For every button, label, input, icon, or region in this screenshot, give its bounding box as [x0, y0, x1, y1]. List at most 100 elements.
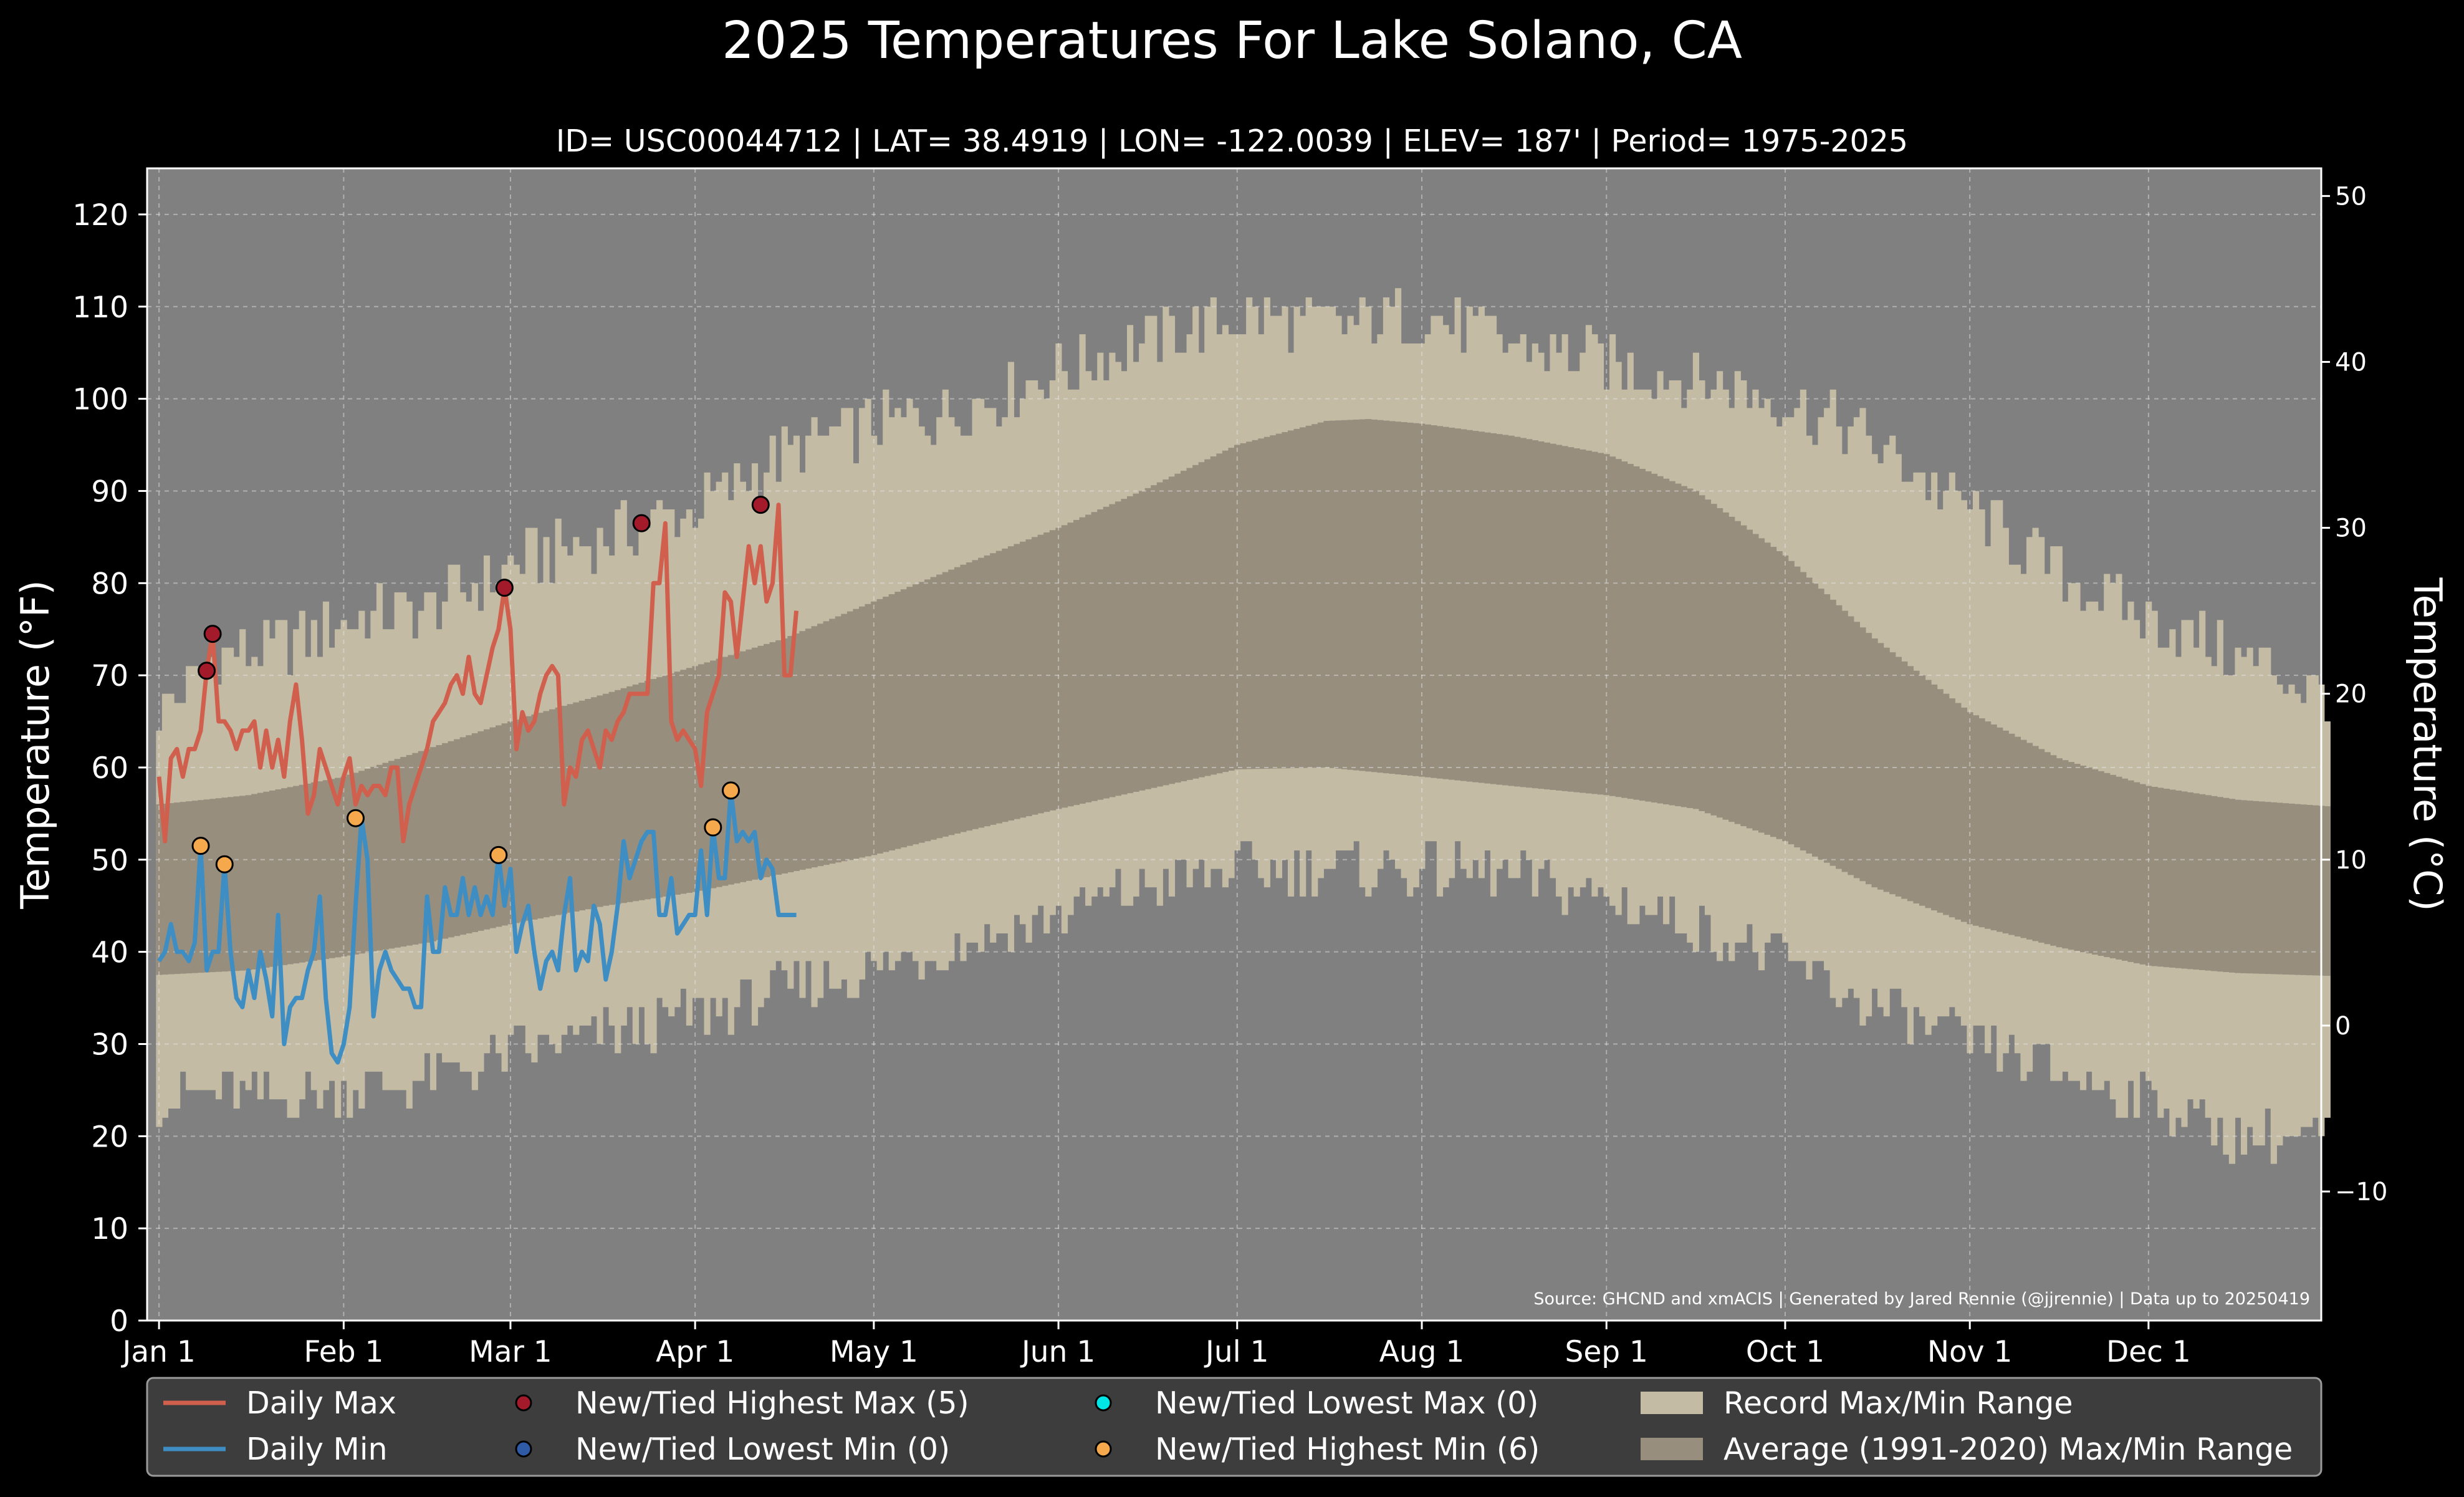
average-bar	[775, 640, 782, 875]
y-tick-label-left: 40	[91, 936, 128, 970]
y-tick-label-left: 110	[72, 291, 128, 325]
y-tick-label-right: 40	[2335, 348, 2367, 377]
average-bar	[1901, 661, 1908, 899]
y-tick-label-left: 70	[91, 659, 128, 693]
average-bar	[1669, 481, 1675, 806]
average-bar	[281, 788, 288, 965]
legend-dot-swatch	[515, 1440, 532, 1458]
chart-subtitle: ID= USC00044712 | LAT= 38.4919 | LON= -1…	[555, 123, 1909, 159]
legend-label: Daily Max	[246, 1385, 396, 1421]
average-bar	[228, 797, 234, 971]
average-bar	[2050, 755, 2057, 946]
x-tick-label: Dec 1	[2106, 1335, 2191, 1369]
average-bar	[436, 745, 443, 940]
average-bar	[805, 628, 812, 869]
average-bar	[1704, 499, 1712, 814]
average-bar	[161, 804, 169, 975]
average-bar	[888, 594, 895, 851]
average-bar	[1514, 436, 1521, 787]
average-bar	[1115, 501, 1122, 796]
average-bar	[2175, 790, 2182, 968]
average-bar	[626, 686, 633, 902]
average-bar	[1133, 493, 1139, 792]
average-bar	[477, 731, 484, 931]
average-bar	[2116, 776, 2122, 960]
average-bar	[1460, 429, 1467, 781]
average-bar	[1955, 703, 1962, 920]
average-bar	[191, 801, 198, 973]
y-tick-label-right: 50	[2335, 182, 2367, 211]
average-bar	[1007, 546, 1015, 821]
average-bar	[531, 714, 538, 920]
average-bar	[1389, 421, 1396, 774]
average-bar	[716, 658, 722, 887]
average-bar	[400, 757, 407, 947]
x-tick-label: Oct 1	[1746, 1335, 1824, 1369]
average-bar	[1353, 419, 1360, 771]
average-bar	[543, 711, 550, 918]
average-bar	[1424, 424, 1431, 777]
average-bar	[233, 796, 240, 971]
average-bar	[1687, 488, 1694, 809]
average-bar	[1811, 583, 1819, 857]
y-axis-left: 0 10 20 30 40 50 60 70 80 90 100 110 120	[72, 198, 147, 1339]
average-bar	[2276, 802, 2283, 975]
average-bar	[829, 619, 836, 864]
average-bar	[2270, 802, 2277, 975]
average-bar	[865, 604, 871, 857]
average-bar	[1073, 519, 1080, 806]
average-bar	[823, 621, 830, 865]
x-tick-label: Apr 1	[656, 1335, 734, 1369]
average-bar	[2086, 767, 2092, 954]
average-bar	[358, 771, 365, 954]
average-bar	[1877, 643, 1884, 890]
average-bar	[340, 776, 347, 957]
average-bar	[454, 739, 461, 936]
average-bar	[406, 754, 413, 946]
average-bar	[835, 616, 841, 863]
average-bar	[1234, 445, 1241, 769]
average-bar	[1526, 439, 1533, 788]
average-bar	[1967, 712, 1973, 925]
average-bar	[1329, 420, 1336, 768]
average-bar	[1663, 478, 1670, 805]
average-bar	[906, 587, 913, 846]
average-bar	[1216, 453, 1223, 774]
x-tick-label: Aug 1	[1379, 1335, 1465, 1369]
average-bar	[203, 799, 210, 973]
average-bar	[2312, 805, 2319, 976]
average-bar	[1990, 724, 1997, 931]
record-point	[346, 809, 365, 827]
average-bar	[704, 662, 711, 890]
average-bar	[1049, 530, 1056, 811]
average-bar	[1520, 438, 1527, 787]
average-bar	[1263, 436, 1270, 769]
average-bar	[650, 679, 657, 898]
record-points	[191, 496, 770, 874]
average-bar	[1436, 426, 1444, 779]
average-bar	[1174, 473, 1181, 783]
average-bar	[501, 723, 508, 926]
average-bar	[299, 784, 305, 963]
average-bar	[1985, 721, 1992, 929]
average-bar	[1859, 627, 1866, 882]
average-bar	[2020, 739, 2027, 938]
record-point	[632, 514, 651, 532]
average-bar	[662, 675, 669, 897]
plot-frame	[146, 167, 2323, 1322]
average-bar	[966, 562, 973, 831]
average-bar	[1496, 434, 1503, 785]
average-bar	[1454, 428, 1461, 781]
average-bar	[2258, 801, 2265, 974]
average-bar	[2008, 733, 2015, 935]
average-bar	[1037, 534, 1044, 814]
average-bar	[597, 695, 603, 907]
average-bar	[1913, 670, 1920, 904]
average-bar	[1293, 428, 1300, 768]
average-bar	[507, 721, 514, 925]
average-range-bars	[156, 419, 2331, 976]
average-bar	[984, 555, 990, 827]
average-bar	[764, 643, 770, 877]
legend-label: New/Tied Highest Max (5)	[575, 1385, 969, 1421]
average-bar	[1192, 465, 1199, 779]
